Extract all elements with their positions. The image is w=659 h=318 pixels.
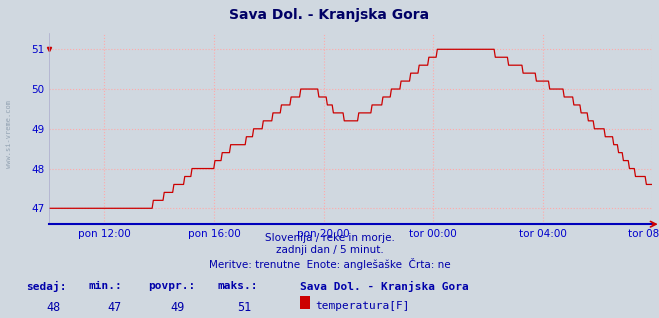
Text: maks.:: maks.: [217, 281, 258, 291]
Text: temperatura[F]: temperatura[F] [315, 301, 409, 310]
Text: povpr.:: povpr.: [148, 281, 196, 291]
Text: Slovenija / reke in morje.: Slovenija / reke in morje. [264, 233, 395, 243]
Text: 49: 49 [170, 301, 185, 314]
Text: Sava Dol. - Kranjska Gora: Sava Dol. - Kranjska Gora [229, 8, 430, 22]
Text: www.si-vreme.com: www.si-vreme.com [5, 100, 12, 168]
Text: sedaj:: sedaj: [26, 281, 67, 293]
Text: 51: 51 [237, 301, 252, 314]
Text: 47: 47 [107, 301, 122, 314]
Text: min.:: min.: [89, 281, 123, 291]
Text: 48: 48 [46, 301, 61, 314]
Text: Meritve: trenutne  Enote: anglešaške  Črta: ne: Meritve: trenutne Enote: anglešaške Črta… [209, 258, 450, 270]
Text: zadnji dan / 5 minut.: zadnji dan / 5 minut. [275, 245, 384, 255]
Text: Sava Dol. - Kranjska Gora: Sava Dol. - Kranjska Gora [300, 281, 469, 293]
